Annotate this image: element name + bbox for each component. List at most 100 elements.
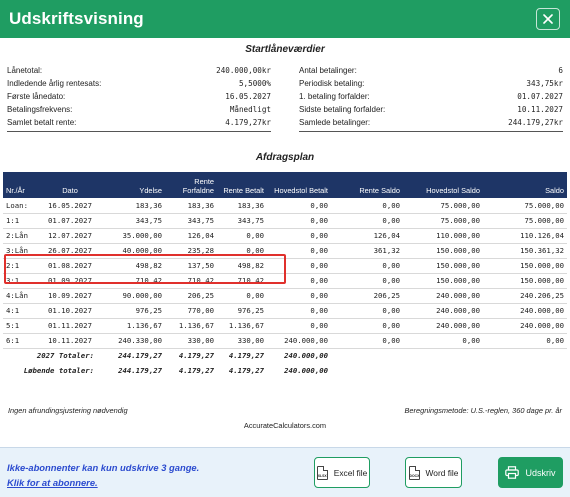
table-cell: 126,04 [331,228,403,244]
table-cell: 710,42 [165,273,217,289]
table-cell: 1.136,67 [97,318,165,334]
table-cell: 240.000,00 [483,318,567,334]
totals-row: Løbende totaler: 244.179,27 4.179,27 4.179,… [3,363,567,378]
table-cell: 343,75 [97,213,165,229]
summary-left-value: 4.179,27kr [225,118,271,127]
summary-right-value: 244.179,27kr [508,118,563,127]
summary-left-row: Indledende årlig rentesats: 5,5000% [7,77,271,90]
table-cell: 90.000,00 [97,288,165,304]
table-cell: 240.330,00 [97,333,165,349]
totals-empty-cell [403,347,483,363]
table-cell: 0,00 [267,258,331,274]
table-cell: 150.000,00 [403,243,483,259]
subscribe-link[interactable]: Klik for at abonnere. [7,477,98,488]
table-cell: 976,25 [217,303,267,319]
table-cell: 2:1 [3,258,43,274]
table-cell: 01.11.2027 [43,318,97,334]
table-cell: 361,32 [331,243,403,259]
table-cell: 240.000,00 [403,288,483,304]
table-cell: 330,00 [165,333,217,349]
table-cell: 240.000,00 [403,318,483,334]
col-header-interest-due: Rente Forfaldne [165,172,217,198]
summary-right-label: Sidste betaling forfalder: [299,105,386,114]
summary-right-value: 343,75kr [526,79,563,88]
col-header-nr: Nr./År [3,172,43,198]
print-button[interactable]: Udskriv [498,457,563,488]
table-cell: Loan: [3,198,43,214]
summary-left-value: 5,5000% [238,79,271,88]
schedule-title: Afdragsplan [255,152,315,163]
totals-value: 4.179,27 [165,347,217,363]
table-cell: 75.000,00 [403,198,483,214]
table-row: 3:1 01.09.2027 710,42 710,42 710,42 0,00 0,00 1… [3,273,567,289]
excel-file-button[interactable]: XLSX Excel file [314,457,370,488]
table-cell: 343,75 [165,213,217,229]
table-header-row: Nr./År Dato Ydelse Rente Forfaldne Rente… [3,172,567,198]
table-cell: 770,00 [165,303,217,319]
table-cell: 126,04 [165,228,217,244]
print-limit-text: Ikke-abonnenter kan kun udskrive 3 gange… [7,462,200,473]
summary-left-row: Første lånedato: 16.05.2027 [7,90,271,103]
table-cell: 976,25 [97,303,165,319]
summary-right: Antal betalinger: 6 Periodisk betaling: 343… [299,64,563,129]
summary-right-value: 10.11.2027 [517,105,563,114]
table-cell: 150.000,00 [403,273,483,289]
table-cell: 4:1 [3,303,43,319]
table-cell: 3:Lån [3,243,43,259]
print-preview-content[interactable]: Startlåneværdier Lånetotal: 240.000,00kr I… [0,38,570,444]
table-row: 1:1 01.07.2027 343,75 343,75 343,75 0,00 0,00 7… [3,213,567,229]
summary-left-label: Betalingsfrekvens: [7,105,73,114]
table-cell: 235,28 [165,243,217,259]
table-cell: 0,00 [267,288,331,304]
table-cell: 0,00 [267,273,331,289]
close-button[interactable] [536,8,560,30]
col-header-principal-paid: Hovedstol Betalt [267,172,331,198]
col-header-principal-balance: Hovedstol Saldo [403,172,483,198]
table-cell: 16.05.2027 [43,198,97,214]
table-cell: 0,00 [483,333,567,349]
summary-right-label: Periodisk betaling: [299,79,365,88]
table-cell: 35.000,00 [97,228,165,244]
table-cell: 0,00 [217,243,267,259]
table-cell: 1:1 [3,213,43,229]
brand-text: AccurateCalculators.com [243,421,327,430]
table-cell: 12.07.2027 [43,228,97,244]
table-cell: 498,82 [97,258,165,274]
summary-left-label: Første lånedato: [7,92,66,101]
totals-value: 4.179,27 [228,366,264,375]
table-cell: 183,36 [97,198,165,214]
table-cell: 0,00 [331,318,403,334]
table-cell: 0,00 [403,333,483,349]
totals-empty-cell [331,347,403,363]
close-icon [543,14,553,24]
table-cell: 01.09.2027 [43,273,97,289]
table-cell: 183,36 [165,198,217,214]
summary-right-row: Sidste betaling forfalder: 10.11.2027 [299,103,563,116]
word-file-icon: DOCX [408,465,420,480]
totals-value: 240.000,00 [284,366,328,375]
summary-left-value: Månedligt [229,105,271,114]
table-cell: 5:1 [3,318,43,334]
table-cell: 0,00 [267,318,331,334]
start-values-title: Startlåneværdier [245,44,325,55]
summary-right-row: Samlede betalinger: 244.179,27kr [299,116,563,129]
summary-left-row: Betalingsfrekvens: Månedligt [7,103,271,116]
table-cell: 0,00 [267,198,331,214]
table-cell: 498,82 [217,258,267,274]
summary-left-row: Lånetotal: 240.000,00kr [7,64,271,77]
table-cell: 0,00 [331,198,403,214]
table-cell: 4:Lån [3,288,43,304]
table-cell: 240.000,00 [483,303,567,319]
table-cell: 01.08.2027 [43,258,97,274]
totals-value: 4.179,27 [178,366,214,375]
table-cell: 0,00 [267,303,331,319]
word-file-button[interactable]: DOCX Word file [405,457,462,488]
table-cell: 110.000,00 [403,228,483,244]
footer-bar: Ikke-abonnenter kan kun udskrive 3 gange… [0,447,570,497]
table-cell: 01.07.2027 [43,213,97,229]
summary-right-value: 6 [558,66,563,75]
amortization-table: Nr./År Dato Ydelse Rente Forfaldne Rente… [3,172,567,378]
printer-icon [505,466,520,479]
summary-left-value: 240.000,00kr [216,66,271,75]
summary-left: Lånetotal: 240.000,00kr Indledende årlig r… [7,64,271,129]
